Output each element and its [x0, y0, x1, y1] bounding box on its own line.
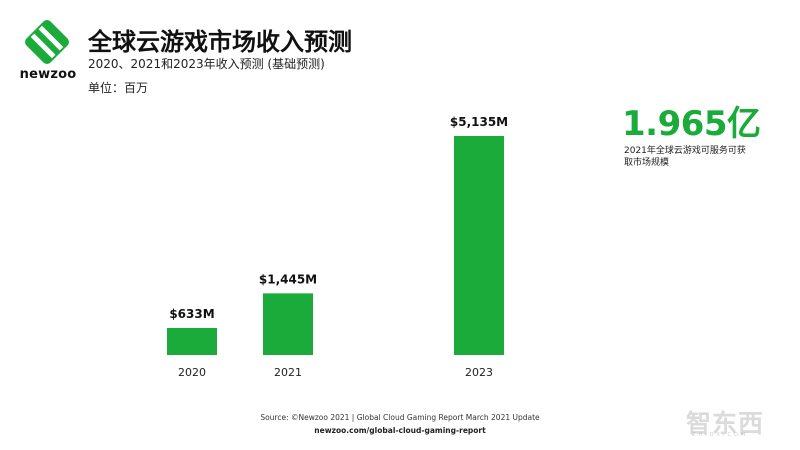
data-label-2021: $1,445M	[259, 272, 317, 286]
source-url: newzoo.com/global-cloud-gaming-report	[314, 426, 486, 435]
logo-wordmark: newzoo	[19, 67, 77, 82]
bar-2021	[263, 293, 313, 355]
x-tick-label-2023: 2023	[465, 366, 493, 379]
highlight-value: 1.965亿	[622, 104, 761, 144]
watermark-text: 智东西	[686, 409, 765, 438]
data-label-2020: $633M	[169, 307, 214, 321]
x-tick-label-2020: 2020	[178, 366, 206, 379]
watermark-subtext: ZHIDX.COM	[692, 432, 749, 438]
unit-label: 单位：百万	[88, 81, 149, 95]
page-subtitle: 2020、2021和2023年收入预测 (基础预测)	[88, 57, 325, 71]
page-title: 全球云游戏市场收入预测	[88, 28, 352, 56]
data-label-2023: $5,135M	[450, 115, 508, 129]
x-tick-label-2021: 2021	[274, 366, 302, 379]
highlight-description: 2021年全球云游戏可服务可获取市场规模	[624, 146, 746, 168]
bar-2023	[454, 136, 504, 355]
bar-2020	[167, 328, 217, 355]
watermark: 智东西 ZHIDX.COM	[686, 404, 790, 438]
newzoo-logo-icon	[25, 20, 69, 64]
source-note: Source: ©Newzoo 2021 | Global Cloud Gami…	[260, 413, 540, 422]
